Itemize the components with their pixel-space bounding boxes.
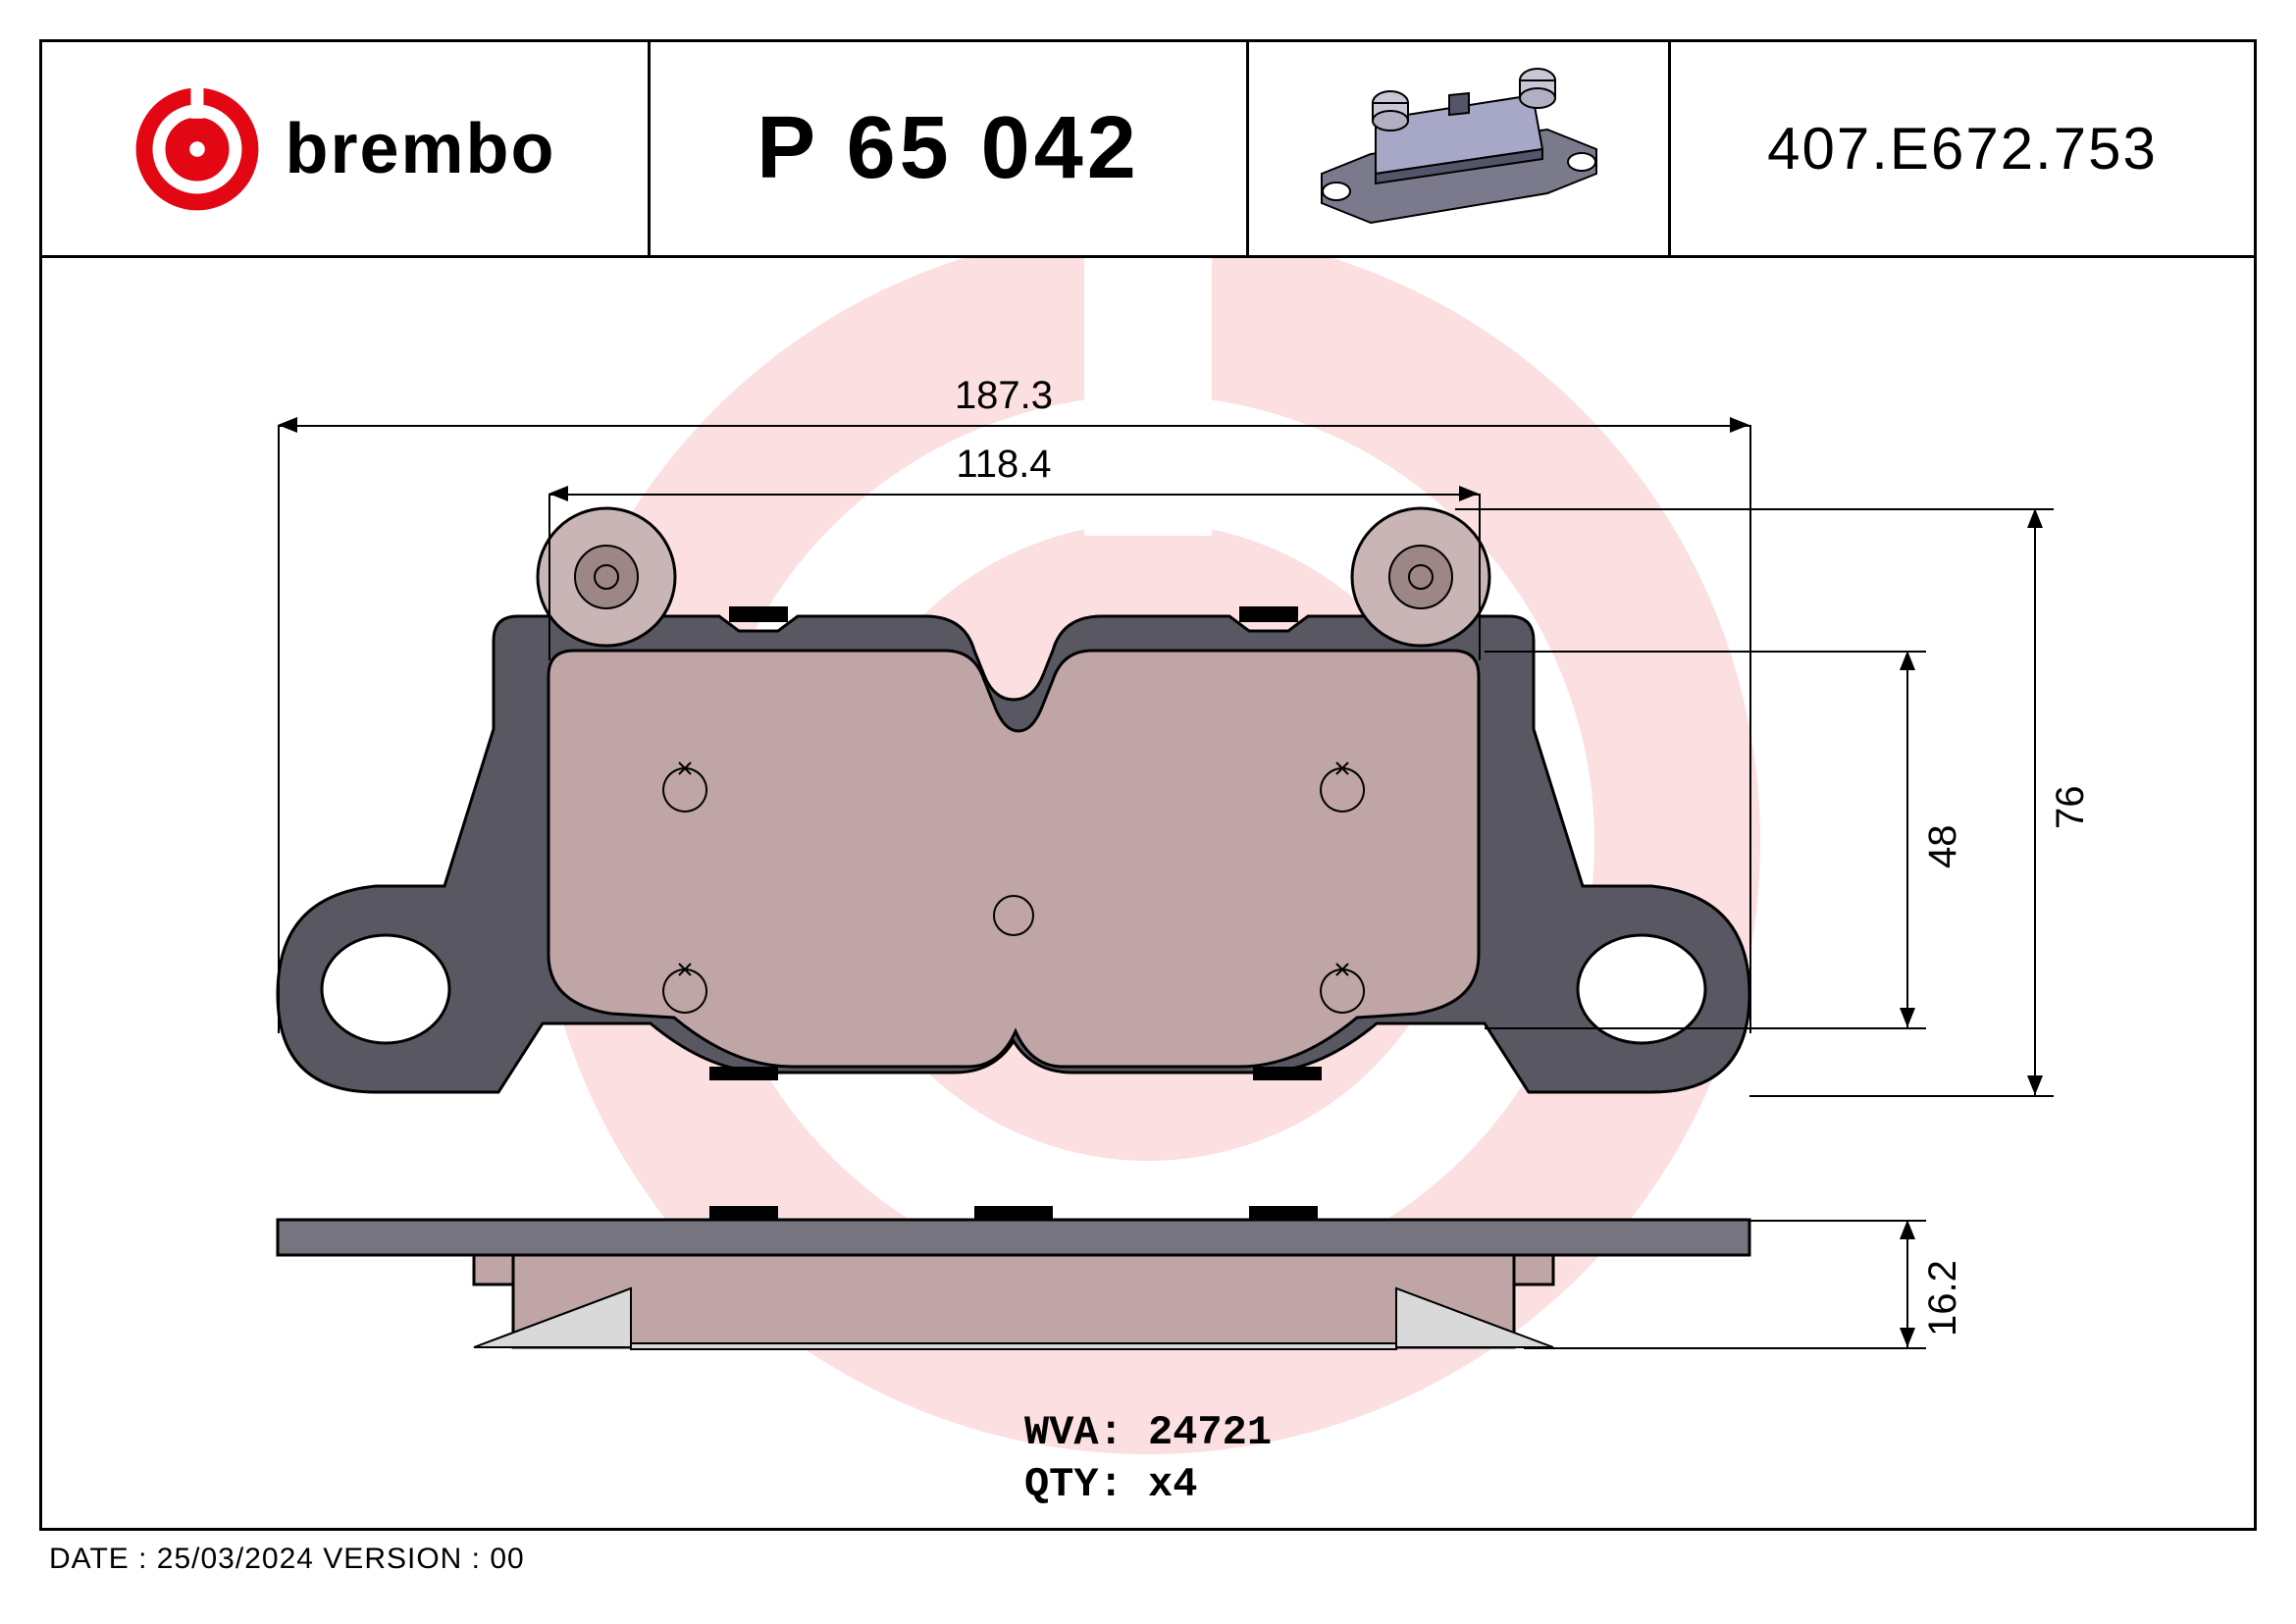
side-clip-icon xyxy=(1249,1206,1318,1220)
date-label: DATE : xyxy=(49,1543,147,1575)
side-friction xyxy=(513,1255,1514,1347)
title-block: brembo P 65 042 xyxy=(42,42,2254,258)
dim-overall-height: 76 xyxy=(2049,729,2093,886)
brake-pad-side-view xyxy=(219,1161,1808,1377)
footer: DATE : 25/03/2024 VERSION : 00 xyxy=(49,1543,525,1576)
part-number: P 65 042 xyxy=(757,98,1140,199)
brake-pad-front-view xyxy=(219,386,1808,1131)
ext-line xyxy=(1479,494,1481,660)
dim-line xyxy=(2034,508,2036,1095)
dim-line xyxy=(278,425,1749,427)
qty-label: QTY: xyxy=(1024,1461,1123,1508)
logo-cell: brembo xyxy=(42,42,651,255)
guide-pin-right xyxy=(1352,508,1489,646)
ext-line xyxy=(1749,425,1751,1033)
top-clip-icon xyxy=(1239,606,1298,622)
side-step xyxy=(1514,1255,1553,1284)
dim-overall-width: 187.3 xyxy=(906,374,1102,418)
dim-arrow-icon xyxy=(1900,1220,1915,1239)
ext-line xyxy=(1485,651,1926,653)
dim-arrow-icon xyxy=(1459,486,1479,501)
dim-pad-width: 118.4 xyxy=(906,443,1102,487)
dim-arrow-icon xyxy=(1900,1328,1915,1347)
brand-name: brembo xyxy=(285,109,555,189)
drawing-body: 187.3 118.4 76 48 xyxy=(42,258,2254,1528)
spring-bar xyxy=(631,1343,1396,1349)
side-clip-icon xyxy=(974,1206,1053,1220)
side-clip-icon xyxy=(709,1206,778,1220)
dim-arrow-icon xyxy=(2027,508,2043,528)
dim-arrow-icon xyxy=(1900,1008,1915,1027)
dim-line xyxy=(1906,651,1908,1027)
version-label: VERSION : xyxy=(323,1543,481,1575)
drawing-code: 407.E672.753 xyxy=(1767,115,2158,183)
qty-value: x4 xyxy=(1148,1461,1197,1508)
thumbnail-cell xyxy=(1249,42,1671,255)
ext-line xyxy=(1524,1347,1926,1349)
bottom-clip-icon xyxy=(1253,1067,1322,1080)
dim-arrow-icon xyxy=(548,486,568,501)
side-backplate xyxy=(278,1220,1749,1255)
dim-pad-height: 48 xyxy=(1921,768,1965,925)
dim-arrow-icon xyxy=(1730,417,1749,433)
drawing-sheet: brembo P 65 042 xyxy=(39,39,2257,1531)
ext-line xyxy=(1485,1027,1926,1029)
wva-label: WVA: xyxy=(1024,1409,1123,1456)
wva-value: 24721 xyxy=(1148,1409,1272,1456)
part-number-cell: P 65 042 xyxy=(651,42,1249,255)
dim-arrow-icon xyxy=(2027,1075,2043,1095)
ext-line xyxy=(548,494,550,660)
ext-line xyxy=(278,425,280,1033)
version-value: 00 xyxy=(490,1543,524,1575)
bottom-clip-icon xyxy=(709,1067,778,1080)
date-value: 25/03/2024 xyxy=(157,1543,314,1575)
dim-arrow-icon xyxy=(1900,651,1915,670)
brake-pad-3d-thumb-icon xyxy=(1282,56,1636,242)
dim-thickness: 16.2 xyxy=(1921,1220,1965,1377)
info-block: WVA: 24721 QTY: x4 xyxy=(1024,1407,1272,1510)
ext-line xyxy=(1455,508,2054,510)
top-clip-icon xyxy=(729,606,788,622)
dim-arrow-icon xyxy=(278,417,297,433)
guide-pin-left xyxy=(538,508,675,646)
side-step xyxy=(474,1255,513,1284)
mounting-hole-left xyxy=(322,935,449,1043)
ext-line xyxy=(1749,1095,2054,1097)
drawing-code-cell: 407.E672.753 xyxy=(1671,42,2254,255)
ext-line xyxy=(1749,1220,1926,1222)
brembo-logo-icon xyxy=(133,85,261,213)
dim-line xyxy=(548,494,1479,496)
